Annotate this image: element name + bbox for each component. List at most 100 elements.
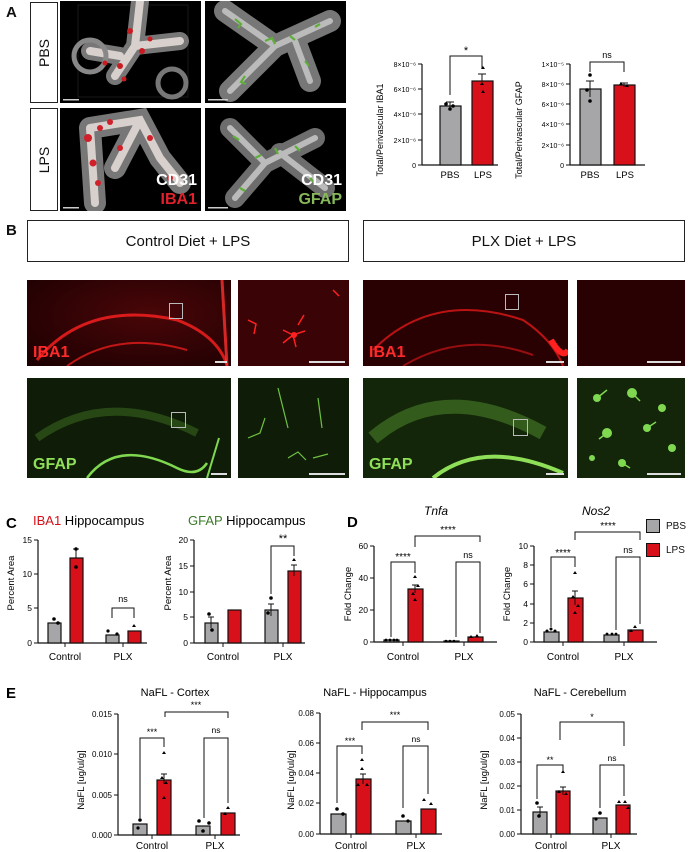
label-iba1: IBA1 — [369, 344, 406, 361]
label-gfap: GFAP — [33, 456, 77, 473]
render-pbs-gfap — [205, 1, 346, 103]
svg-text:E: E — [6, 685, 16, 702]
roi-box — [505, 294, 519, 310]
svg-text:Percent Area: Percent Area — [6, 555, 17, 611]
svg-text:****: **** — [555, 548, 571, 559]
svg-text:****: **** — [440, 525, 456, 536]
svg-text:ns: ns — [212, 725, 221, 735]
scale-bar — [647, 473, 681, 475]
render-lps-iba1: CD31 IBA1 — [60, 108, 201, 211]
svg-text:PLX: PLX — [455, 652, 474, 663]
svg-text:****: **** — [600, 521, 616, 532]
legend-label: PBS — [666, 520, 687, 532]
svg-text:**: ** — [546, 755, 554, 765]
svg-text:15: 15 — [179, 561, 189, 571]
svg-text:Percent Area: Percent Area — [163, 555, 174, 611]
svg-text:PLX: PLX — [407, 841, 426, 852]
svg-text:0.06: 0.06 — [298, 739, 314, 748]
chart-a-iba1: Total/Perivascular IBA1 0 2×10⁻⁶ 4×10⁻⁶ … — [375, 45, 498, 181]
scale-bar — [309, 473, 345, 475]
label-gfap: GFAP — [298, 191, 342, 208]
svg-text:IBA1 Hippocampus: IBA1 Hippocampus — [33, 513, 145, 528]
svg-text:0.08: 0.08 — [298, 709, 314, 718]
svg-text:0.01: 0.01 — [499, 806, 515, 815]
condition-control-diet: Control Diet + LPS — [27, 220, 349, 262]
svg-text:8×10⁻⁶: 8×10⁻⁶ — [394, 62, 416, 69]
svg-text:0.03: 0.03 — [499, 758, 515, 767]
row-label-pbs: PBS — [30, 2, 58, 103]
chart-e-cortex: NaFL - Cortex NaFL [ug/ul/g] 0.000 0.005… — [76, 687, 240, 852]
chart-c: C IBA1 Hippocampus GFAP Hippocampus Perc… — [6, 513, 306, 663]
gfap-plx-overview: GFAP — [363, 378, 568, 478]
svg-text:ns: ns — [602, 50, 612, 60]
svg-text:***: *** — [191, 700, 202, 710]
gfap-control-overview: GFAP — [27, 378, 231, 478]
svg-text:LPS: LPS — [474, 170, 492, 181]
legend-label: LPS — [666, 544, 685, 556]
svg-text:PLX: PLX — [274, 652, 293, 663]
panel-letter-b: B — [6, 222, 17, 239]
svg-text:D: D — [347, 514, 358, 531]
svg-text:60: 60 — [359, 541, 369, 551]
svg-text:40: 40 — [359, 573, 369, 583]
roi-box — [171, 412, 186, 428]
iba1-control-overview: IBA1 — [27, 280, 231, 366]
roi-box — [169, 303, 183, 319]
legend-swatch-pbs — [646, 519, 660, 533]
svg-text:PLX: PLX — [615, 652, 634, 663]
svg-text:LPS: LPS — [616, 170, 634, 181]
svg-text:PLX: PLX — [206, 841, 225, 852]
svg-text:ns: ns — [412, 734, 421, 744]
svg-text:0: 0 — [412, 163, 416, 170]
svg-text:4×10⁻⁶: 4×10⁻⁶ — [542, 122, 564, 129]
svg-text:PLX: PLX — [602, 841, 621, 852]
label-iba1: IBA1 — [33, 344, 70, 361]
svg-text:*: * — [590, 712, 594, 722]
svg-text:Control: Control — [49, 652, 81, 663]
svg-text:2×10⁻⁶: 2×10⁻⁶ — [542, 143, 564, 150]
svg-text:1×10⁻⁵: 1×10⁻⁵ — [542, 62, 564, 69]
svg-text:Control: Control — [387, 652, 419, 663]
svg-text:15: 15 — [23, 535, 33, 545]
svg-text:0: 0 — [560, 163, 564, 170]
svg-text:4×10⁻⁶: 4×10⁻⁶ — [394, 112, 416, 119]
chart-a: Total/Perivascular IBA1 0 2×10⁻⁶ 4×10⁻⁶ … — [375, 45, 645, 181]
svg-text:***: *** — [147, 727, 158, 737]
svg-text:10: 10 — [23, 569, 33, 579]
chart-d: D Tnfa Nos2 Fold Change 0 20 40 60 **** … — [343, 504, 657, 663]
svg-text:Fold Change: Fold Change — [502, 567, 513, 621]
row-label-text: LPS — [36, 146, 52, 173]
svg-text:GFAP Hippocampus: GFAP Hippocampus — [188, 513, 306, 528]
label-cd31: CD31 — [156, 172, 197, 189]
svg-text:0.010: 0.010 — [92, 750, 113, 759]
svg-text:0.00: 0.00 — [499, 830, 515, 839]
svg-text:Total/Perivascular GFAP: Total/Perivascular GFAP — [514, 81, 524, 179]
svg-text:Nos2: Nos2 — [582, 504, 610, 518]
svg-text:**: ** — [279, 533, 288, 545]
svg-text:NaFL [ug/ul/g]: NaFL [ug/ul/g] — [286, 750, 297, 809]
label-iba1: IBA1 — [160, 191, 197, 208]
svg-text:Control: Control — [207, 652, 239, 663]
svg-text:Control: Control — [547, 652, 579, 663]
svg-text:5: 5 — [27, 603, 32, 613]
label-gfap: GFAP — [369, 456, 413, 473]
svg-text:Control: Control — [535, 841, 567, 852]
svg-text:0: 0 — [27, 638, 32, 648]
svg-text:5: 5 — [183, 612, 188, 622]
svg-text:10: 10 — [519, 541, 529, 551]
scale-bar — [546, 473, 564, 475]
render-lps-gfap: CD31 GFAP — [205, 108, 346, 211]
render-pbs-iba1 — [60, 1, 201, 103]
row-label-lps: LPS — [30, 108, 58, 211]
svg-text:0.00: 0.00 — [298, 830, 314, 839]
svg-text:0.04: 0.04 — [499, 734, 515, 743]
svg-text:10: 10 — [179, 587, 189, 597]
svg-text:20: 20 — [359, 605, 369, 615]
scale-bar — [647, 361, 681, 363]
svg-text:Control: Control — [335, 841, 367, 852]
svg-text:0.02: 0.02 — [298, 799, 314, 808]
svg-text:8×10⁻⁶: 8×10⁻⁶ — [542, 82, 564, 89]
svg-text:NaFL [ug/ul/g]: NaFL [ug/ul/g] — [479, 750, 490, 809]
svg-text:Control: Control — [136, 841, 168, 852]
svg-text:2×10⁻⁶: 2×10⁻⁶ — [394, 138, 416, 145]
